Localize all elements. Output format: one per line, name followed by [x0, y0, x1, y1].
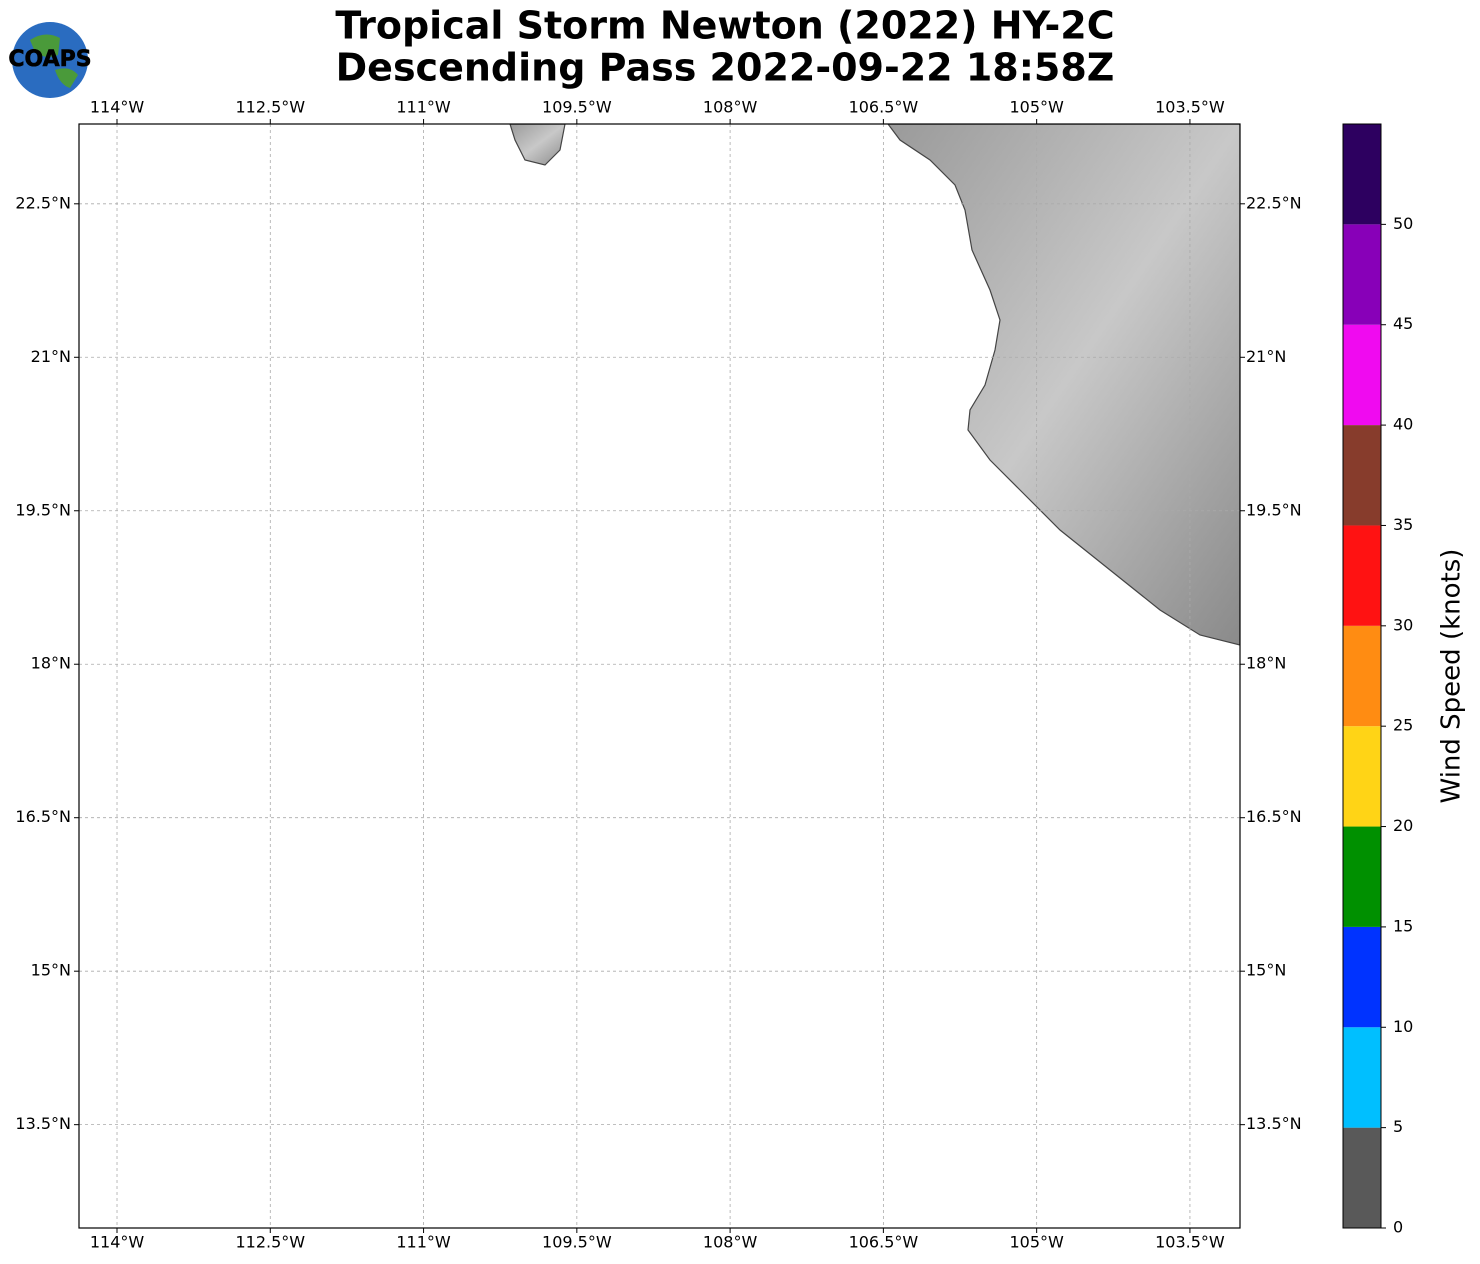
x-tick-label: 108°W: [703, 1233, 758, 1252]
colorbar-bin: [1343, 324, 1381, 426]
x-tick-label: 111°W: [396, 1233, 451, 1252]
x-tick-label: 103.5°W: [1155, 1233, 1225, 1252]
land: [509, 124, 566, 166]
title-line: Descending Pass 2022-09-22 18:58Z: [336, 46, 1115, 90]
colorbar-tick-label: 20: [1393, 816, 1413, 835]
x-tick-label: 106.5°W: [849, 1233, 919, 1252]
colorbar-bin: [1343, 425, 1381, 526]
logo-text: COAPS: [8, 47, 91, 72]
map-background: [509, 124, 1240, 646]
colorbar-bin: [1343, 1127, 1381, 1228]
y-tick-label: 15°N: [31, 961, 71, 980]
colorbar-bin: [1343, 926, 1381, 1028]
y-tick-label: 21°N: [31, 347, 71, 366]
colorbar-tick-label: 40: [1393, 415, 1413, 434]
y-tick-label: 22.5°N: [15, 193, 71, 212]
y-tick-label: 16.5°N: [15, 807, 71, 826]
title-line: Tropical Storm Newton (2022) HY-2C: [335, 4, 1114, 48]
x-tick-label: 108°W: [703, 98, 758, 117]
colorbar-tick-label: 25: [1393, 716, 1413, 735]
x-tick-label: 105°W: [1009, 1233, 1064, 1252]
map-frame: [78, 123, 1241, 1229]
colorbar-label: Wind Speed (knots): [1437, 549, 1467, 804]
y-tick-label: 22.5°N: [1246, 193, 1302, 212]
grid: [79, 124, 1240, 1228]
colorbar-bin: [1343, 124, 1381, 225]
colorbar-bin: [1343, 726, 1381, 827]
x-tick-label: 109.5°W: [542, 1233, 612, 1252]
land: [887, 124, 1240, 646]
colorbar-bin: [1343, 826, 1381, 927]
colorbar-bin: [1343, 625, 1381, 727]
x-tick-label: 114°W: [90, 98, 145, 117]
y-tick-label: 18°N: [1246, 654, 1286, 673]
colorbar-tick-label: 30: [1393, 615, 1413, 634]
colorbar-tick-label: 15: [1393, 916, 1413, 935]
colorbar-bin: [1343, 224, 1381, 325]
colorbar-tick-label: 50: [1393, 214, 1413, 233]
colorbar-tick-label: 10: [1393, 1017, 1413, 1036]
colorbar-tick-label: 45: [1393, 314, 1413, 333]
x-tick-label: 114°W: [90, 1233, 145, 1252]
logo: COAPS: [8, 22, 92, 98]
x-tick-label: 105°W: [1009, 98, 1064, 117]
y-tick-label: 21°N: [1246, 347, 1286, 366]
y-tick-label: 16.5°N: [1246, 807, 1302, 826]
y-tick-label: 13.5°N: [1246, 1114, 1302, 1133]
y-tick-label: 15°N: [1246, 961, 1286, 980]
x-tick-label: 111°W: [396, 98, 451, 117]
colorbar-tick-label: 0: [1393, 1218, 1403, 1237]
x-tick-label: 109.5°W: [542, 98, 612, 117]
colorbar-tick-label: 35: [1393, 515, 1413, 534]
colorbar-bin: [1343, 525, 1381, 626]
x-tick-label: 103.5°W: [1155, 98, 1225, 117]
colorbar-frame: [1342, 123, 1382, 1229]
y-tick-label: 19.5°N: [15, 500, 71, 519]
logo-land: [30, 34, 78, 88]
x-tick-label: 106.5°W: [849, 98, 919, 117]
colorbar-tick-label: 5: [1393, 1117, 1403, 1136]
y-tick-label: 13.5°N: [15, 1114, 71, 1133]
y-tick-label: 18°N: [31, 654, 71, 673]
colorbar-bin: [1343, 1027, 1381, 1128]
x-tick-label: 112.5°W: [235, 1233, 305, 1252]
x-tick-label: 112.5°W: [235, 98, 305, 117]
y-tick-label: 19.5°N: [1246, 500, 1302, 519]
